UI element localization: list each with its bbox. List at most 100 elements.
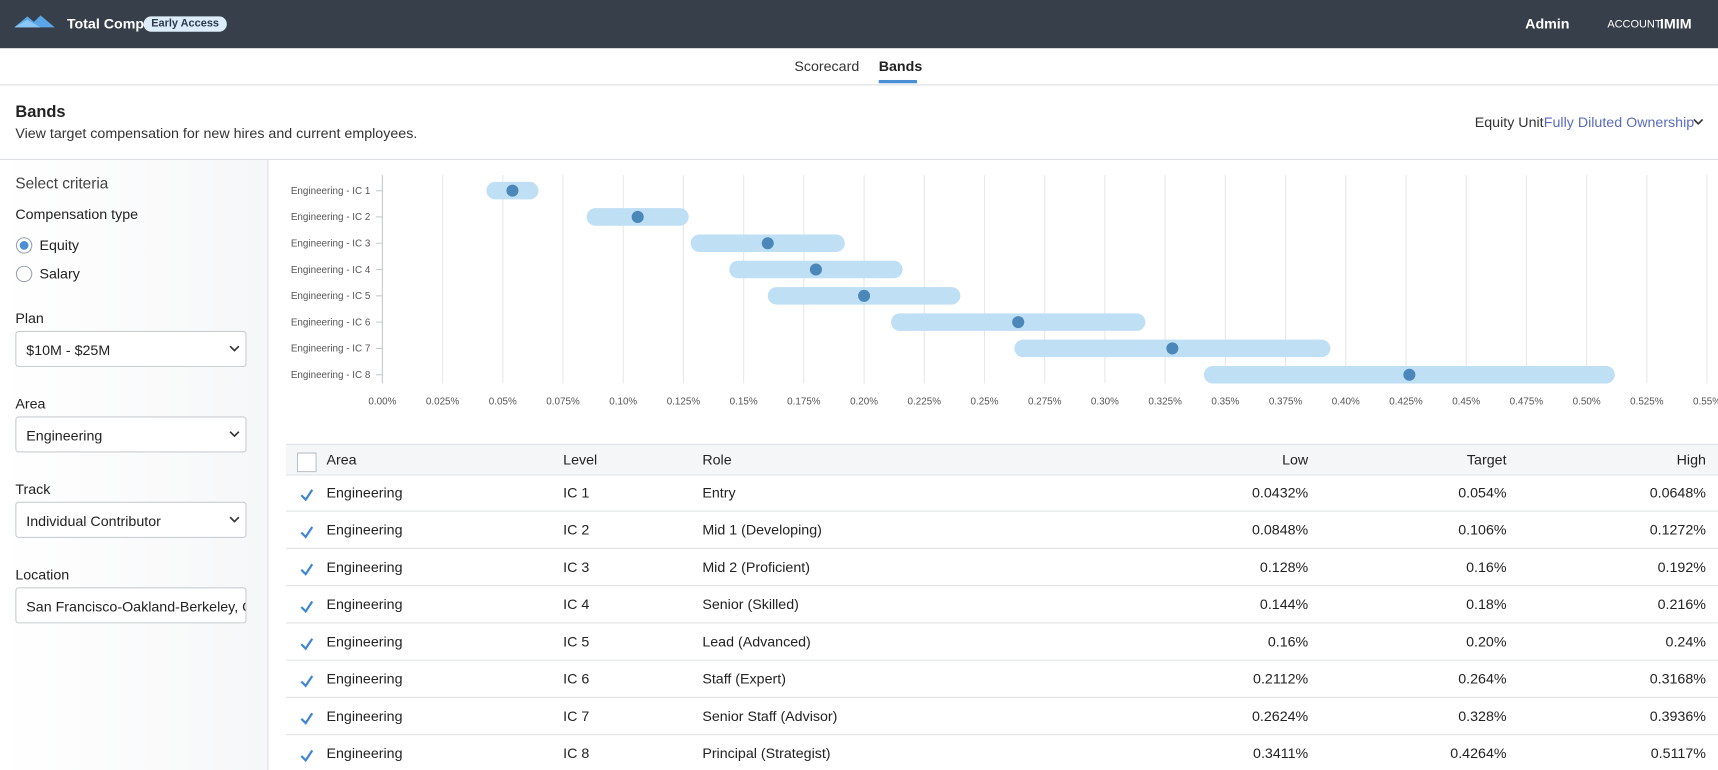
equity-unit-select[interactable]: Fully Diluted Ownership bbox=[1543, 113, 1695, 131]
x-tick-label: 0.30% bbox=[1091, 396, 1119, 407]
checkbox-checked[interactable] bbox=[296, 482, 317, 506]
x-tick-label: 0.10% bbox=[609, 396, 637, 407]
table-cell: IC 8 bbox=[563, 745, 590, 762]
table-cell: Engineering bbox=[326, 633, 403, 650]
y-tick-label: Engineering - IC 5 bbox=[291, 291, 371, 302]
logo[interactable] bbox=[14, 14, 56, 29]
table-cell: 0.4264% bbox=[1450, 745, 1507, 762]
tab-bar: Scorecard Bands bbox=[0, 48, 1718, 86]
table-cell: Staff (Expert) bbox=[702, 670, 786, 687]
table-cell: 0.20% bbox=[1466, 633, 1507, 650]
column-header[interactable]: High bbox=[1676, 451, 1706, 468]
x-tick-label: 0.325% bbox=[1148, 396, 1182, 407]
target-dot bbox=[1166, 342, 1179, 355]
tab[interactable]: Scorecard bbox=[794, 58, 860, 75]
table-cell: Senior Staff (Advisor) bbox=[702, 707, 838, 725]
location-input[interactable]: San Francisco-Oakland-Berkeley, CA bbox=[15, 587, 247, 624]
table-cell: IC 1 bbox=[563, 484, 590, 501]
column-header[interactable]: Target bbox=[1466, 451, 1507, 468]
checkbox-checked[interactable] bbox=[296, 743, 317, 766]
checkbox-checked[interactable] bbox=[296, 706, 317, 729]
x-tick-label: 0.225% bbox=[908, 396, 942, 407]
column-header[interactable]: Level bbox=[563, 451, 598, 468]
target-dot bbox=[809, 263, 822, 276]
page-subtitle: View target compensation for new hires a… bbox=[15, 124, 418, 142]
x-tick-label: 0.075% bbox=[546, 396, 580, 407]
table-cell: 0.16% bbox=[1466, 558, 1507, 576]
table-cell: IC 5 bbox=[563, 633, 590, 650]
table-cell: 0.144% bbox=[1259, 596, 1309, 613]
table-row: Engineering IC 7 Senior Staff (Advisor) 0.2… bbox=[285, 698, 1718, 736]
x-tick-label: 0.40% bbox=[1332, 396, 1360, 407]
table-cell: 0.328% bbox=[1458, 707, 1507, 725]
table-row: Engineering IC 5 Lead (Advanced) 0.16% 0.20%… bbox=[285, 623, 1718, 661]
column-header[interactable]: Low bbox=[1282, 451, 1309, 468]
table-cell: IC 3 bbox=[563, 558, 590, 576]
y-tick-label: Engineering - IC 8 bbox=[291, 370, 371, 381]
checkbox-checked[interactable] bbox=[296, 519, 317, 543]
table-cell: IC 6 bbox=[563, 670, 590, 687]
checkbox-checked[interactable] bbox=[296, 594, 317, 617]
checkbox-checked[interactable] bbox=[296, 631, 317, 655]
target-dot bbox=[506, 184, 519, 197]
x-tick-label: 0.50% bbox=[1573, 396, 1601, 407]
admin-link[interactable]: Admin bbox=[1525, 15, 1570, 32]
checkbox-checked[interactable] bbox=[296, 557, 317, 580]
table-cell: Engineering bbox=[326, 484, 403, 501]
table-cell: 0.1272% bbox=[1649, 521, 1706, 538]
radio-label[interactable]: Salary bbox=[39, 265, 80, 282]
table-header: Area Level Role Low Target High bbox=[285, 443, 1718, 476]
table-cell: Mid 1 (Developing) bbox=[702, 521, 822, 538]
y-tick-label: Engineering - IC 3 bbox=[291, 239, 371, 250]
x-tick-label: 0.00% bbox=[368, 396, 396, 407]
x-tick-label: 0.05% bbox=[489, 396, 517, 407]
column-header[interactable]: Area bbox=[326, 451, 357, 468]
top-bar: Total Comp Early Access Admin ACCOUNT IM… bbox=[0, 0, 1718, 49]
band-chart: 0.00% 0.025% 0.05% 0.075% 0.10% 0.125% 0.15% 0.… bbox=[291, 175, 1718, 407]
field-label: Plan bbox=[15, 310, 44, 327]
column-header[interactable]: Role bbox=[702, 451, 732, 468]
table-cell: Principal (Strategist) bbox=[702, 745, 831, 762]
x-tick-label: 0.55% bbox=[1693, 396, 1718, 407]
select-value: Engineering bbox=[26, 427, 103, 444]
checkbox-checked[interactable] bbox=[296, 668, 317, 692]
product-name[interactable]: Total Comp bbox=[66, 15, 145, 32]
plan-select[interactable]: $10M - $25M bbox=[15, 330, 247, 368]
sidebar-heading: Select criteria bbox=[15, 174, 109, 192]
table-row: Engineering IC 6 Staff (Expert) 0.2112% 0.26… bbox=[285, 661, 1718, 698]
table-cell: Engineering bbox=[326, 707, 403, 725]
table-cell: 0.3936% bbox=[1649, 707, 1706, 725]
table-cell: Engineering bbox=[326, 521, 403, 538]
table-row: Engineering IC 3 Mid 2 (Proficient) 0.128% 0… bbox=[285, 549, 1718, 587]
track-select[interactable]: Individual Contributor bbox=[15, 501, 247, 538]
tab-active[interactable]: Bands bbox=[878, 58, 923, 75]
radio[interactable] bbox=[15, 265, 33, 283]
checkbox[interactable] bbox=[296, 449, 317, 473]
page-title: Bands bbox=[15, 102, 66, 122]
table-cell: 0.0648% bbox=[1649, 484, 1706, 501]
x-tick-label: 0.15% bbox=[730, 396, 758, 407]
area-select[interactable]: Engineering bbox=[15, 416, 247, 453]
equity-unit-label: Equity Unit bbox=[1474, 113, 1544, 131]
x-tick-label: 0.375% bbox=[1269, 396, 1303, 407]
table-cell: 0.0432% bbox=[1251, 484, 1309, 501]
account-name[interactable]: IMIM bbox=[1659, 15, 1692, 32]
radio-checked[interactable] bbox=[15, 237, 33, 255]
sidebar: Select criteria Compensation type Equity… bbox=[0, 159, 269, 770]
tab-indicator bbox=[878, 79, 918, 84]
table-cell: 0.216% bbox=[1657, 596, 1706, 613]
table-cell: IC 4 bbox=[563, 596, 590, 613]
x-tick-label: 0.025% bbox=[426, 396, 460, 407]
field-label: Compensation type bbox=[15, 205, 139, 223]
table-cell: 0.18% bbox=[1466, 596, 1507, 613]
chevron bbox=[1693, 118, 1704, 125]
x-tick-label: 0.125% bbox=[667, 396, 701, 407]
table-cell: 0.192% bbox=[1657, 558, 1706, 576]
account-label: ACCOUNT bbox=[1607, 18, 1662, 31]
table-cell: 0.128% bbox=[1259, 558, 1309, 576]
radio-label[interactable]: Equity bbox=[39, 236, 80, 254]
table-cell: Engineering bbox=[326, 670, 403, 687]
x-tick-label: 0.475% bbox=[1510, 396, 1544, 407]
table-cell: 0.24% bbox=[1665, 633, 1706, 650]
